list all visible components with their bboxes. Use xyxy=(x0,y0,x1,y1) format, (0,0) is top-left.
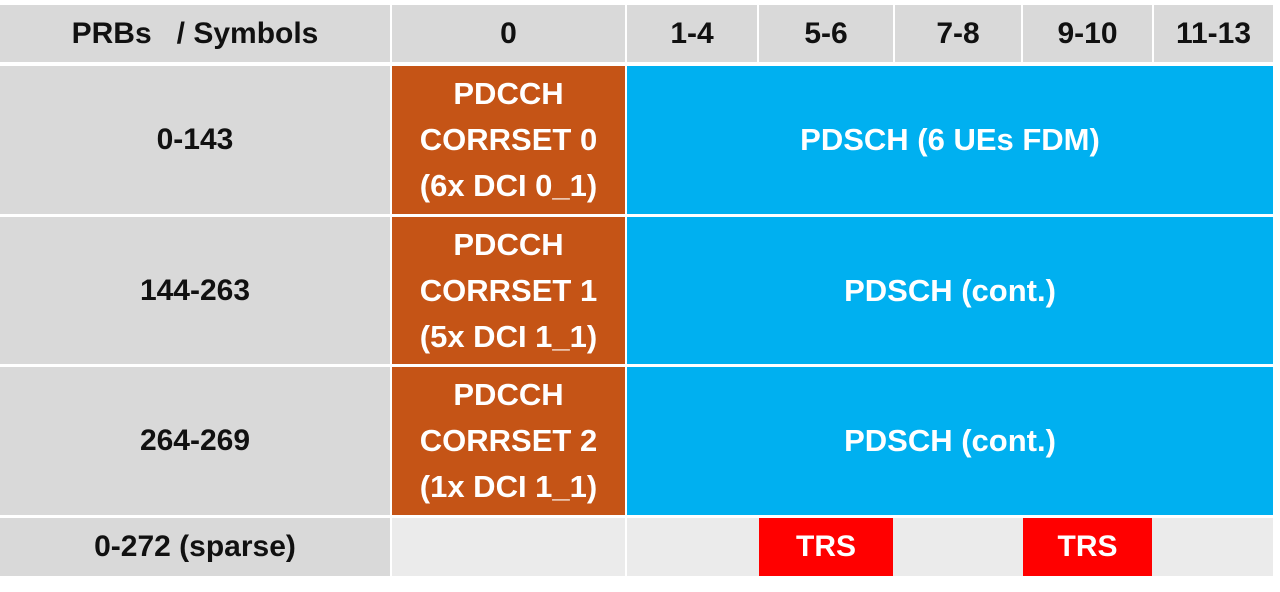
header-text: PRBs / Symbols xyxy=(71,16,319,50)
pdcch-line: (6x DCI 0_1) xyxy=(419,168,598,203)
trs-cell: TRS xyxy=(1023,518,1152,576)
header-text: 9-10 xyxy=(1057,16,1118,50)
pdcch-cell: PDCCH CORRSET 1 (5x DCI 1_1) xyxy=(392,217,625,364)
header-cell: 0 xyxy=(392,5,625,62)
prb-cell: 0-143 xyxy=(0,66,390,214)
prb-text: 0-272 (sparse) xyxy=(94,530,296,563)
header-text: 1-4 xyxy=(670,16,714,50)
pdcch-line: CORRSET 1 xyxy=(419,272,598,308)
prb-text: 0-143 xyxy=(156,123,234,156)
prb-text: 144-263 xyxy=(139,273,251,307)
header-cell: 1-4 xyxy=(627,5,757,62)
prb-cell: 264-269 xyxy=(0,367,390,515)
empty-cell xyxy=(392,518,625,576)
header-cell: 5-6 xyxy=(759,5,893,62)
header-cell: 9-10 xyxy=(1023,5,1152,62)
trs-cell: TRS xyxy=(759,518,893,576)
prb-cell: 0-272 (sparse) xyxy=(0,518,390,576)
header-text: 0 xyxy=(500,16,517,50)
prb-cell: 144-263 xyxy=(0,217,390,364)
pdcch-line: PDCCH xyxy=(453,226,564,262)
trs-text: TRS xyxy=(1057,530,1118,563)
pdsch-cell: PDSCH (cont.) xyxy=(627,367,1273,515)
pdcch-line: PDCCH xyxy=(453,76,564,111)
header-cell: 7-8 xyxy=(895,5,1021,62)
pdcch-cell: PDCCH CORRSET 0 (6x DCI 0_1) xyxy=(392,66,625,214)
pdcch-line: (1x DCI 1_1) xyxy=(419,469,598,504)
pdcch-line: CORRSET 0 xyxy=(419,122,598,157)
pdsch-text: PDSCH (cont.) xyxy=(844,272,1056,308)
header-cell: PRBs / Symbols xyxy=(0,5,390,62)
header-cell: 11-13 xyxy=(1154,5,1273,62)
header-text: 5-6 xyxy=(804,16,848,50)
prb-text: 264-269 xyxy=(139,424,251,457)
header-text: 11-13 xyxy=(1175,16,1252,50)
header-text: 7-8 xyxy=(936,16,980,50)
pdcch-line: (5x DCI 1_1) xyxy=(419,318,598,354)
pdcch-line: PDCCH xyxy=(453,377,564,412)
trs-text: TRS xyxy=(796,530,856,563)
pdcch-line: CORRSET 2 xyxy=(419,423,598,458)
empty-cell xyxy=(627,518,1273,576)
pdsch-cell: PDSCH (6 UEs FDM) xyxy=(627,66,1273,214)
pdsch-text: PDSCH (cont.) xyxy=(844,423,1056,458)
pdsch-text: PDSCH (6 UEs FDM) xyxy=(800,122,1100,157)
pdsch-cell: PDSCH (cont.) xyxy=(627,217,1273,364)
pdcch-cell: PDCCH CORRSET 2 (1x DCI 1_1) xyxy=(392,367,625,515)
